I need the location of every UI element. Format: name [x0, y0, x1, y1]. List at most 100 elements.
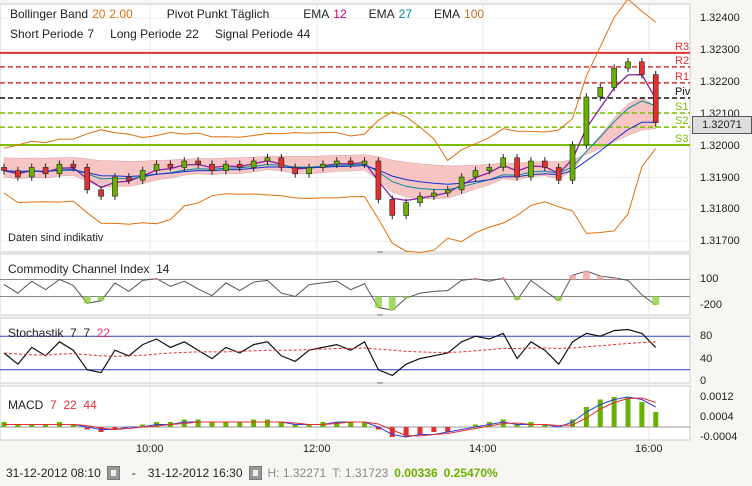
legend-item: 20: [92, 7, 106, 21]
candle: [417, 195, 423, 203]
bollinger-lower-line: [3, 148, 657, 254]
candle: [625, 61, 631, 69]
candle: [597, 87, 604, 98]
candle: [292, 167, 299, 175]
cci-extreme-fill: [652, 296, 660, 305]
cci-tick: -200: [700, 299, 723, 311]
macd-bar: [278, 422, 284, 427]
candle: [347, 160, 354, 165]
resize-handle-icon: ═: [376, 379, 383, 388]
time-tick: 10:00: [136, 443, 164, 455]
candle: [320, 163, 326, 168]
change-percent: 0.25470%: [443, 466, 498, 480]
legend-item: EMA: [368, 7, 395, 21]
candle: [167, 163, 174, 168]
macd-bar: [639, 402, 645, 427]
panel-background: [0, 385, 691, 441]
legend-item: 27: [398, 7, 413, 21]
price-tick: 1.32300: [700, 43, 740, 56]
macd-bar: [84, 427, 90, 430]
candle: [209, 163, 215, 171]
date-to[interactable]: 31-12-2012 16:30: [147, 466, 243, 480]
bollinger-upper-line: [3, 0, 657, 162]
indicator-legend-row2: Short Periode 7 Long Periode 22 Signal Perio…: [10, 27, 314, 41]
macd-bar: [209, 422, 215, 427]
macd-bar: [389, 427, 395, 437]
candle: [278, 157, 285, 168]
candle: [444, 189, 451, 194]
stoch-tick: 40: [700, 353, 713, 365]
macd-bar: [43, 424, 49, 427]
macd-bar: [653, 412, 659, 427]
candle: [333, 160, 340, 165]
cci-extreme-fill: [610, 277, 618, 280]
macd-bar: [625, 397, 631, 427]
macd-tick: 0.0004: [700, 411, 734, 423]
candle: [472, 170, 479, 178]
macd-bar: [375, 427, 381, 430]
macd-bar: [472, 424, 478, 427]
legend-item: Bollinger Band: [10, 7, 89, 21]
legend-item: EMA: [303, 7, 330, 21]
macd-bar: [417, 427, 423, 435]
candle: [15, 170, 21, 178]
calendar-icon[interactable]: [106, 466, 120, 480]
cci-extreme-fill: [83, 296, 91, 304]
pivot-label-r3: R3: [675, 41, 689, 53]
candle: [126, 176, 132, 181]
date-from[interactable]: 31-12-2012 08:10: [6, 466, 101, 480]
stoch-k-line: [3, 328, 657, 377]
high-value: H: 1.32271: [267, 466, 327, 480]
legend-item: 12: [333, 7, 347, 21]
macd-bar: [15, 424, 21, 427]
macd-bar: [70, 424, 76, 427]
pivot-label-s3: S3: [675, 133, 688, 145]
candle: [500, 157, 507, 168]
stoch-d-line: [3, 341, 656, 357]
time-tick: 14:00: [469, 443, 497, 455]
macd-bar: [237, 422, 243, 427]
cci-extreme-fill: [471, 278, 479, 280]
cci-extreme-fill: [388, 296, 396, 311]
candle: [555, 167, 562, 181]
ema100-line: [3, 121, 656, 185]
price-tick: 1.31700: [700, 235, 740, 248]
change-value: 0.00336: [394, 466, 438, 480]
panel-background: [0, 3, 691, 253]
macd-bar: [542, 424, 548, 427]
legend-item: Long Periode: [110, 27, 182, 41]
calendar-icon[interactable]: [248, 466, 262, 480]
pivot-label-s1: S1: [675, 101, 688, 113]
macd-bar: [195, 419, 201, 427]
macd-bar: [306, 424, 312, 427]
cci-extreme-fill: [97, 296, 105, 301]
macd-bar: [223, 422, 229, 427]
current-price-label: 1.32071: [692, 116, 752, 134]
stoch-tick: 0: [700, 375, 707, 387]
legend-item: Short Periode: [10, 27, 84, 41]
macd-bar: [597, 399, 603, 427]
macd-bar: [348, 422, 354, 427]
macd-bar: [292, 424, 298, 427]
footer-bar: 31-12-2012 08:10 - 31-12-2012 16:30 H: 1…: [6, 466, 498, 480]
macd-title: MACD 7 22 44: [8, 398, 97, 412]
resize-handle-icon: ═: [376, 311, 383, 320]
cci-extreme-fill: [374, 296, 382, 308]
stoch-title: Stochastik 7 7 22: [8, 326, 111, 340]
candle: [153, 163, 160, 171]
candle: [236, 163, 243, 168]
time-tick: 12:00: [303, 443, 331, 455]
candle: [583, 96, 590, 146]
candle: [458, 176, 465, 191]
candle: [181, 160, 188, 168]
cci-extreme-fill: [555, 296, 563, 301]
low-value: T: 1.31723: [332, 466, 389, 480]
legend-item: 2.00: [109, 7, 133, 21]
macd-bar: [570, 419, 576, 427]
disclaimer: Daten sind indikativ: [8, 232, 104, 244]
candle: [223, 163, 229, 171]
macd-bar: [514, 424, 520, 427]
candle: [112, 176, 118, 197]
macd-bar: [362, 422, 368, 427]
